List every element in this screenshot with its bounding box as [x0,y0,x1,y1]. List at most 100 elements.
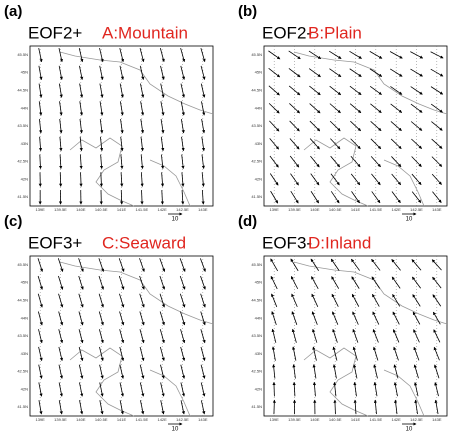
y-tick-label: 41.5N [251,194,262,199]
wind-vector [99,346,104,362]
wind-vector [180,329,186,344]
wind-vector [200,293,206,308]
x-tick-label: 143E [432,417,442,422]
wind-vector [431,156,443,167]
wind-vector [159,48,165,63]
x-tick-label: 143E [432,207,442,212]
wind-vector [272,364,276,379]
wind-vector [410,86,423,95]
wind-vector [200,364,206,379]
wind-vector [292,381,296,397]
y-tick-label: 44.5N [17,88,28,93]
wind-vector [160,172,165,187]
wind-vector [434,399,439,415]
wind-vector [78,346,84,362]
y-tick-label: 42N [21,176,28,181]
y-tick-label: 44N [255,315,262,320]
wind-vector [269,155,279,168]
wind-vector [372,311,380,325]
wind-vector [98,258,105,273]
wind-vector [330,173,340,186]
coastline [59,51,214,207]
wind-vector [353,399,357,415]
wind-vector [312,328,318,343]
wind-vector [180,83,185,98]
wind-vector [59,118,63,134]
wind-vector [160,136,165,152]
region-title: B:Plain [308,23,362,42]
wind-vector [270,190,279,204]
wind-vector [180,311,186,326]
wind-vector [59,101,63,116]
wind-vector [140,190,144,205]
wind-vector [289,155,300,168]
wind-vector [58,311,64,326]
wind-vector [58,83,63,98]
y-tick-label: 41.5N [17,194,28,199]
wind-vector [99,154,104,170]
wind-vector [200,346,206,362]
wind-vector [140,154,144,170]
wind-vector [78,275,84,290]
wind-vector [57,258,64,273]
y-tick-label: 44N [255,105,262,110]
wind-vector [99,400,104,415]
wind-vector [160,65,165,80]
wind-vector [99,65,104,81]
wind-vector [414,399,418,415]
wind-vector [159,293,166,308]
wind-vector [333,381,337,397]
scale-label: 10 [406,427,413,433]
x-tick-label: 141E [117,207,127,212]
panel-label: (a) [4,3,22,20]
wind-vector [98,293,104,308]
wind-vector [390,103,403,113]
x-tick-label: 141E [351,207,361,212]
wind-vector [119,48,125,63]
wind-vector [58,275,64,290]
wind-vector [99,47,104,63]
y-tick-label: 43N [255,351,262,356]
wind-vector [268,68,281,78]
wind-vector [139,48,145,63]
wind-vector [309,103,321,114]
wind-vector [79,136,83,152]
wind-vector [370,138,382,150]
wind-vector [38,154,42,170]
wind-vector [58,382,63,397]
wind-vector [200,83,206,98]
wind-vector [200,65,206,80]
wind-vector [411,191,422,204]
y-tick-label: 45N [255,280,262,285]
y-tick-label: 43N [21,351,28,356]
wind-vector [161,154,165,170]
wind-vector [430,51,444,59]
wind-vector [200,400,206,415]
x-tick-label: 140E [76,207,86,212]
panel-label: (d) [238,213,257,230]
wind-vector [160,119,165,134]
wind-vector [289,120,300,132]
wind-vector [351,293,360,307]
wind-vector [38,136,43,152]
wind-vector [350,120,362,132]
wind-vector [371,276,381,289]
y-tick-label: 44.5N [17,298,28,303]
wind-vector [120,172,124,187]
x-tick-label: 141E [117,417,127,422]
wind-vector [269,120,280,132]
wind-vector [180,65,186,80]
wind-vector [431,259,442,271]
wind-vector [200,275,206,290]
panel: (b) EOF2-B:Plain 139E 139.5E 140E 140.5E 141E 1… [238,3,448,223]
wind-vector [59,154,63,170]
wind-vector [311,293,319,307]
wind-vector [390,68,403,77]
x-tick-label: 142.5E [176,207,189,212]
y-tick-label: 42.5N [251,369,262,374]
wind-vector [329,85,342,96]
wind-vector [432,191,442,203]
wind-vector [271,311,277,326]
y-tick-label: 43N [21,141,28,146]
